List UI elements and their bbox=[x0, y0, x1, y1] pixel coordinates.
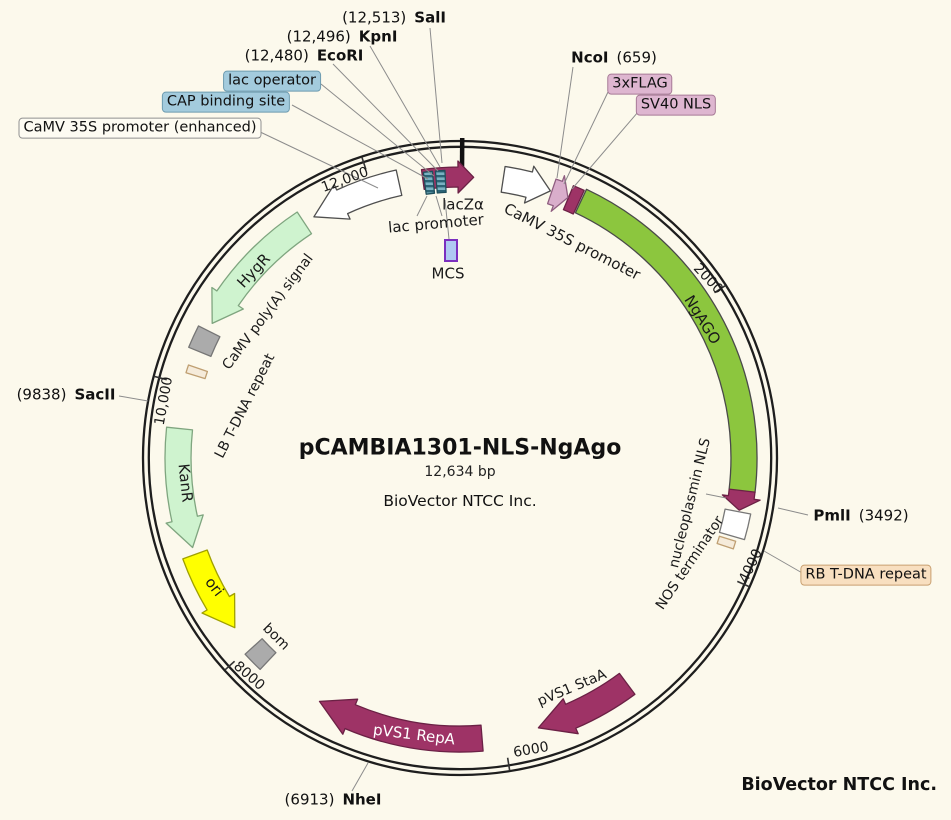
callout-sv40: SV40 NLS bbox=[635, 94, 717, 116]
restriction-enzyme: KpnI bbox=[358, 27, 398, 46]
feature-nos-terminator-box bbox=[718, 508, 752, 541]
restriction-enzyme: SacII bbox=[74, 385, 116, 404]
leader-lac-promoter-a bbox=[416, 195, 428, 217]
feature-hygr-arrow bbox=[211, 211, 313, 325]
restriction-position: (12,513) bbox=[342, 8, 407, 27]
scale-tick-6000 bbox=[506, 757, 511, 771]
callout-flag3x: 3xFLAG bbox=[607, 73, 673, 95]
leader-sv40-nls bbox=[571, 111, 639, 190]
plasmid-size: 12,634 bp bbox=[424, 464, 496, 480]
restriction-site-ecori: (12,480) EcoRI bbox=[244, 46, 364, 65]
leader-cap-site bbox=[291, 104, 429, 180]
callout-camv35s-enh: CaMV 35S promoter (enhanced) bbox=[18, 117, 262, 139]
restriction-position: (3492) bbox=[858, 506, 909, 525]
feature-3xflag-arrow bbox=[546, 175, 569, 212]
feature-camv-polya-box bbox=[188, 325, 221, 358]
label-kanr: KanR bbox=[174, 462, 197, 504]
scale-tick-12000 bbox=[361, 156, 367, 170]
restriction-site-nhei: (6913) NheI bbox=[284, 790, 382, 809]
mcs-icon bbox=[444, 239, 458, 262]
restriction-enzyme: NheI bbox=[342, 790, 382, 809]
label-lacza: lacZα bbox=[442, 195, 484, 214]
feature-camv35s-arrow bbox=[500, 165, 552, 204]
leader-mcs bbox=[444, 199, 450, 240]
feature-pvs1-repa-arrow bbox=[318, 698, 484, 753]
company-name: BioVector NTCC Inc. bbox=[383, 492, 537, 510]
restriction-position: (12,496) bbox=[286, 27, 351, 46]
leader-pmli bbox=[777, 507, 809, 516]
feature-bom-box bbox=[244, 638, 277, 671]
restriction-site-kpni: (12,496) KpnI bbox=[286, 27, 398, 46]
restriction-enzyme: EcoRI bbox=[316, 46, 364, 65]
scale-tick-8000 bbox=[224, 660, 236, 671]
scale-tick-10000 bbox=[154, 375, 167, 381]
label-mcs: MCS bbox=[431, 264, 465, 283]
restriction-position: (9838) bbox=[16, 385, 67, 404]
feature-lac-operator-box bbox=[434, 169, 447, 194]
leader-camv35s-enh bbox=[255, 129, 379, 189]
restriction-site-sacii: (9838) SacII bbox=[16, 385, 116, 404]
restriction-enzyme: PmlI bbox=[813, 506, 851, 525]
restriction-position: (659) bbox=[616, 48, 657, 67]
leader-lac-promoter-b bbox=[435, 195, 443, 217]
feature-rb-tdna-strip bbox=[716, 535, 737, 550]
feature-sv40-nls-band bbox=[562, 185, 585, 215]
scale-tick-4000 bbox=[736, 580, 750, 588]
feature-ori-arrow bbox=[182, 549, 236, 629]
leader-nhei bbox=[351, 762, 369, 792]
watermark-company: BioVector NTCC Inc. bbox=[741, 775, 937, 795]
leader-sacii bbox=[118, 395, 149, 402]
restriction-position: (12,480) bbox=[244, 46, 309, 65]
leader-rb-repeat bbox=[763, 550, 805, 575]
feature-nucleoplasmin-nls-arrow bbox=[721, 488, 761, 511]
leader-ecori bbox=[332, 63, 439, 172]
leader-kpni bbox=[369, 45, 441, 168]
feature-kanr-arrow bbox=[164, 426, 204, 549]
restriction-site-ncoi: NcoI (659) bbox=[571, 48, 657, 67]
feature-pvs1-staa-arrow bbox=[537, 672, 636, 735]
restriction-site-sali: (12,513) SalI bbox=[342, 8, 446, 27]
callout-rb-repeat: RB T-DNA repeat bbox=[800, 564, 932, 586]
callout-cap-site: CAP binding site bbox=[161, 91, 291, 113]
leader-sali bbox=[429, 27, 443, 164]
feature-lb-tdna-strip bbox=[185, 364, 209, 380]
restriction-enzyme: NcoI bbox=[571, 48, 609, 67]
leader-3xflag bbox=[563, 91, 609, 185]
leader-lac-operator bbox=[320, 83, 435, 177]
feature-cap-binding-site-box bbox=[422, 170, 436, 195]
feature-camv35s-enhanced-arrow bbox=[313, 169, 403, 220]
restriction-position: (6913) bbox=[284, 790, 335, 809]
leader-ncoi bbox=[556, 66, 574, 179]
plasmid-name: pCAMBIA1301-NLS-NgAgo bbox=[298, 435, 622, 461]
leader-nucleoplasmin-nls bbox=[705, 493, 727, 499]
restriction-enzyme: SalI bbox=[414, 8, 446, 27]
restriction-site-pmli: PmlI (3492) bbox=[813, 506, 909, 525]
scale-tick-2000 bbox=[714, 284, 726, 294]
callout-lac-operator: lac operator bbox=[223, 70, 321, 92]
